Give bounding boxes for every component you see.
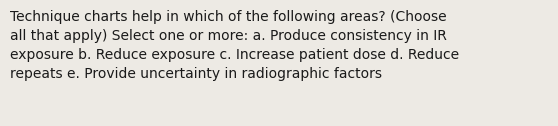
Text: Technique charts help in which of the following areas? (Choose
all that apply) S: Technique charts help in which of the fo… — [10, 10, 459, 81]
